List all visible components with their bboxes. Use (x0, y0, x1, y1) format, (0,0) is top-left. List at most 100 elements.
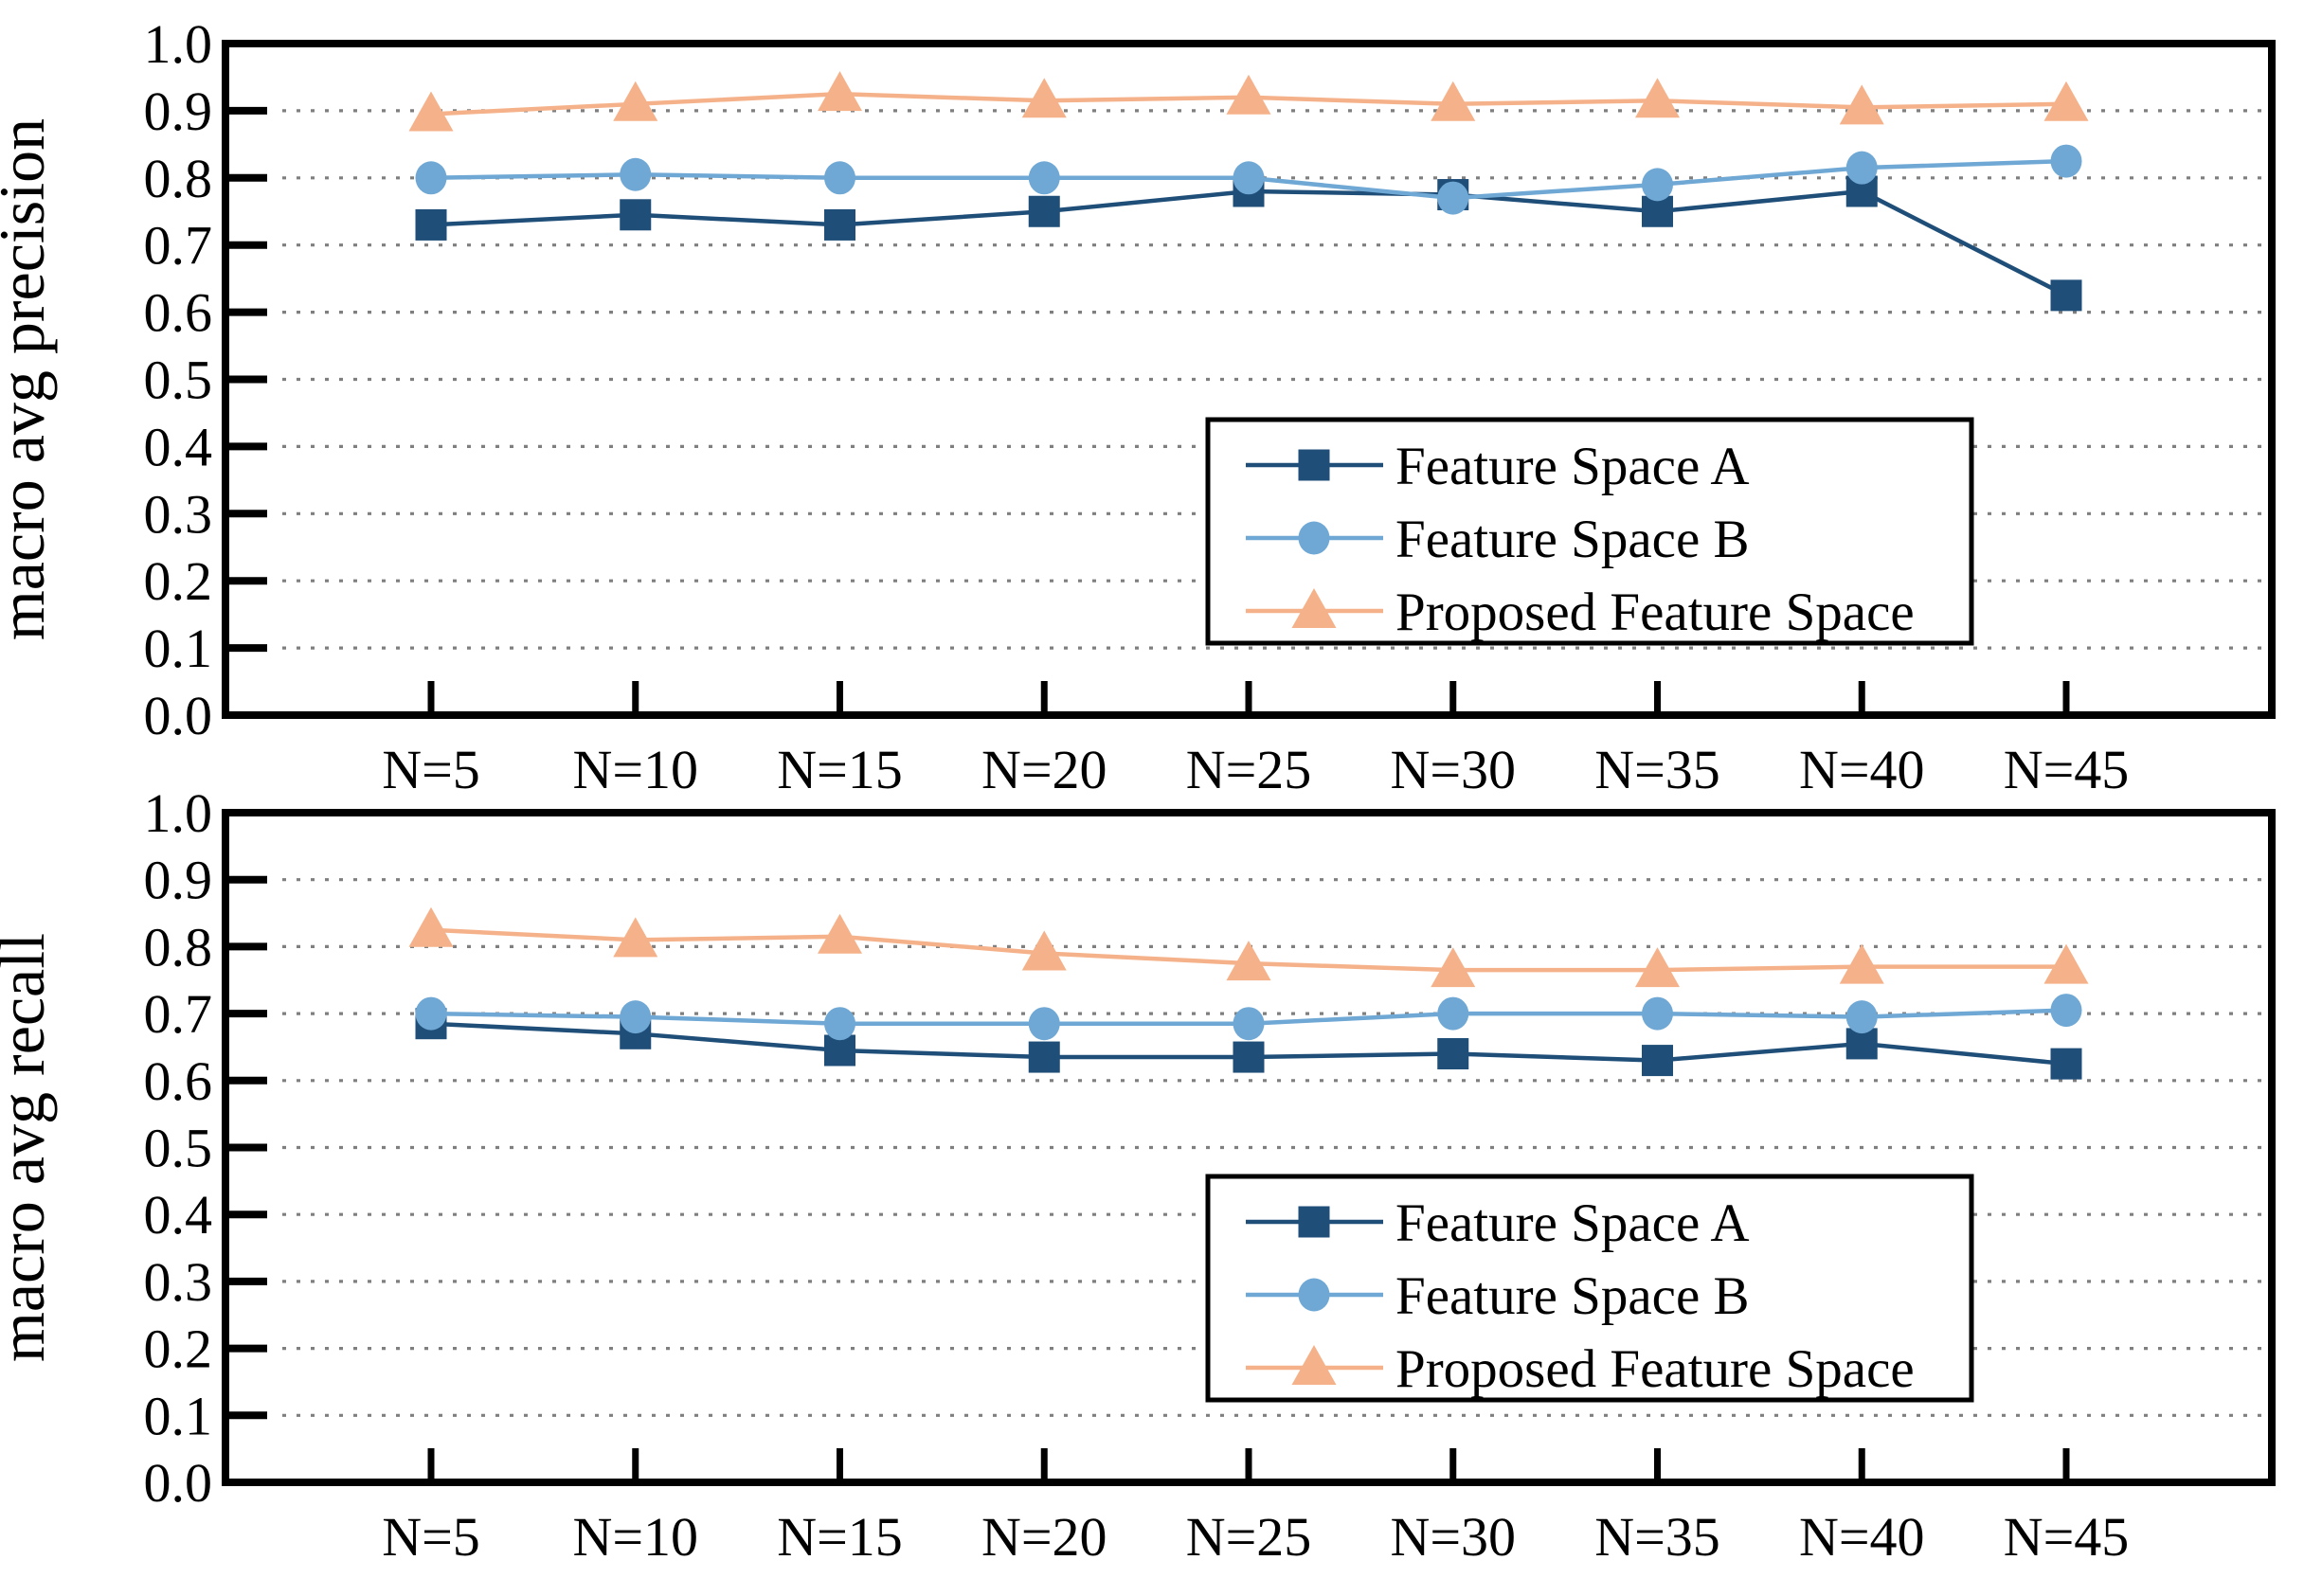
marker-square (1298, 1206, 1330, 1238)
plot-frame (222, 809, 2276, 1486)
plot-frame (222, 40, 2276, 719)
legend: Feature Space A Feature Space B Proposed F… (1205, 417, 1974, 646)
marker-circle (620, 1000, 652, 1034)
marker-circle (1642, 168, 1673, 202)
y-axis-title: macro avg recall (0, 933, 58, 1362)
series-square (415, 1008, 2082, 1080)
marker-triangle (408, 91, 454, 132)
y-tick-label: 1.0 (144, 13, 213, 75)
y-axis-title: macro avg precision (0, 118, 58, 640)
legend-item: Feature Space B (1246, 510, 1750, 569)
marker-triangle (408, 906, 454, 947)
y-tick-label: 0.4 (144, 416, 213, 477)
y-tick-label: 0.6 (144, 282, 213, 344)
marker-square (1437, 1038, 1469, 1070)
marker-circle (2050, 994, 2082, 1028)
marker-square (620, 199, 652, 231)
legend-item: Feature Space B (1246, 1266, 1750, 1326)
marker-square (1298, 449, 1330, 481)
y-tick-label: 0.2 (144, 1318, 213, 1380)
y-tick-label: 0.3 (144, 1251, 213, 1313)
legend-item: Feature Space A (1246, 437, 1750, 496)
x-tick-label: N=45 (2004, 739, 2130, 800)
marker-circle (824, 1007, 855, 1041)
marker-circle (1845, 151, 1878, 185)
marker-triangle (1839, 943, 1884, 984)
y-tick-label: 0.5 (144, 1118, 213, 1179)
marker-triangle (1226, 941, 1271, 981)
marker-circle (1233, 161, 1265, 195)
marker-circle (824, 161, 855, 195)
x-tick-label: N=25 (1186, 739, 1312, 800)
marker-triangle (2043, 81, 2089, 121)
y-tick-label: 0.8 (144, 148, 213, 209)
legend: Feature Space A Feature Space B Proposed F… (1205, 1174, 1974, 1403)
marker-square (2050, 1048, 2082, 1080)
legend-label: Feature Space B (1395, 510, 1750, 569)
y-tick-label: 0.3 (144, 483, 213, 545)
marker-triangle (1635, 78, 1680, 118)
legend-label: Feature Space A (1395, 1193, 1750, 1253)
marker-triangle (613, 917, 658, 958)
marker-circle (2050, 144, 2082, 178)
legend-box (1205, 417, 1974, 646)
marker-triangle (1291, 588, 1337, 628)
marker-circle (1298, 1278, 1330, 1312)
x-tick-label: N=5 (382, 1506, 480, 1568)
marker-triangle (1021, 930, 1067, 971)
x-tick-label: N=15 (777, 1506, 903, 1568)
y-tick-label: 0.9 (144, 850, 213, 911)
marker-square (1233, 1041, 1265, 1073)
marker-circle (1028, 1007, 1060, 1041)
marker-circle (1028, 161, 1060, 195)
marker-triangle (2043, 943, 2089, 984)
y-tick-label: 0.5 (144, 350, 213, 411)
marker-circle (1233, 1007, 1265, 1041)
y-tick-label: 0.4 (144, 1184, 213, 1246)
series-circle (415, 144, 2082, 215)
x-tick-label: N=35 (1594, 1506, 1720, 1568)
marker-square (2050, 279, 2082, 312)
marker-triangle (1291, 1345, 1337, 1385)
marker-square (824, 208, 855, 241)
marker-circle (1298, 521, 1330, 555)
precision-chart: 0.00.10.20.30.40.50.60.70.80.91.0 N=5 N=10… (0, 13, 2276, 800)
legend-item: Feature Space A (1246, 1193, 1750, 1253)
x-tick-label: N=30 (1390, 739, 1516, 800)
x-tick-label: N=5 (382, 739, 480, 800)
series-circle (415, 994, 2082, 1041)
x-tick-label: N=15 (777, 739, 903, 800)
marker-triangle (1021, 78, 1067, 118)
marker-triangle (613, 81, 658, 121)
marker-circle (1642, 996, 1673, 1031)
legend-label: Proposed Feature Space (1395, 1339, 1915, 1399)
legend-label: Feature Space A (1395, 437, 1750, 496)
marker-triangle (818, 71, 862, 112)
legend-label: Feature Space B (1395, 1266, 1750, 1326)
x-tick-label: N=25 (1186, 1506, 1312, 1568)
x-tick-label: N=35 (1594, 739, 1720, 800)
marker-square (1642, 1045, 1673, 1077)
marker-circle (620, 157, 652, 191)
marker-circle (415, 161, 447, 195)
x-tick-label: N=20 (981, 1506, 1107, 1568)
x-tick-label: N=20 (981, 739, 1107, 800)
marker-square (1028, 195, 1060, 227)
legend-item: Proposed Feature Space (1246, 1339, 1915, 1399)
y-tick-label: 0.0 (144, 685, 213, 746)
series-triangle (408, 71, 2089, 132)
y-tick-label: 0.0 (144, 1452, 213, 1514)
y-tick-label: 0.9 (144, 81, 213, 142)
marker-triangle (1635, 947, 1680, 988)
marker-circle (415, 996, 447, 1031)
legend-box (1205, 1174, 1974, 1403)
series-square (415, 175, 2082, 312)
x-tick-label: N=40 (1799, 1506, 1925, 1568)
x-tick-label: N=30 (1390, 1506, 1516, 1568)
marker-circle (1437, 996, 1469, 1031)
y-tick-label: 0.2 (144, 550, 213, 612)
y-tick-label: 0.1 (144, 618, 213, 679)
legend-item: Proposed Feature Space (1246, 583, 1915, 642)
